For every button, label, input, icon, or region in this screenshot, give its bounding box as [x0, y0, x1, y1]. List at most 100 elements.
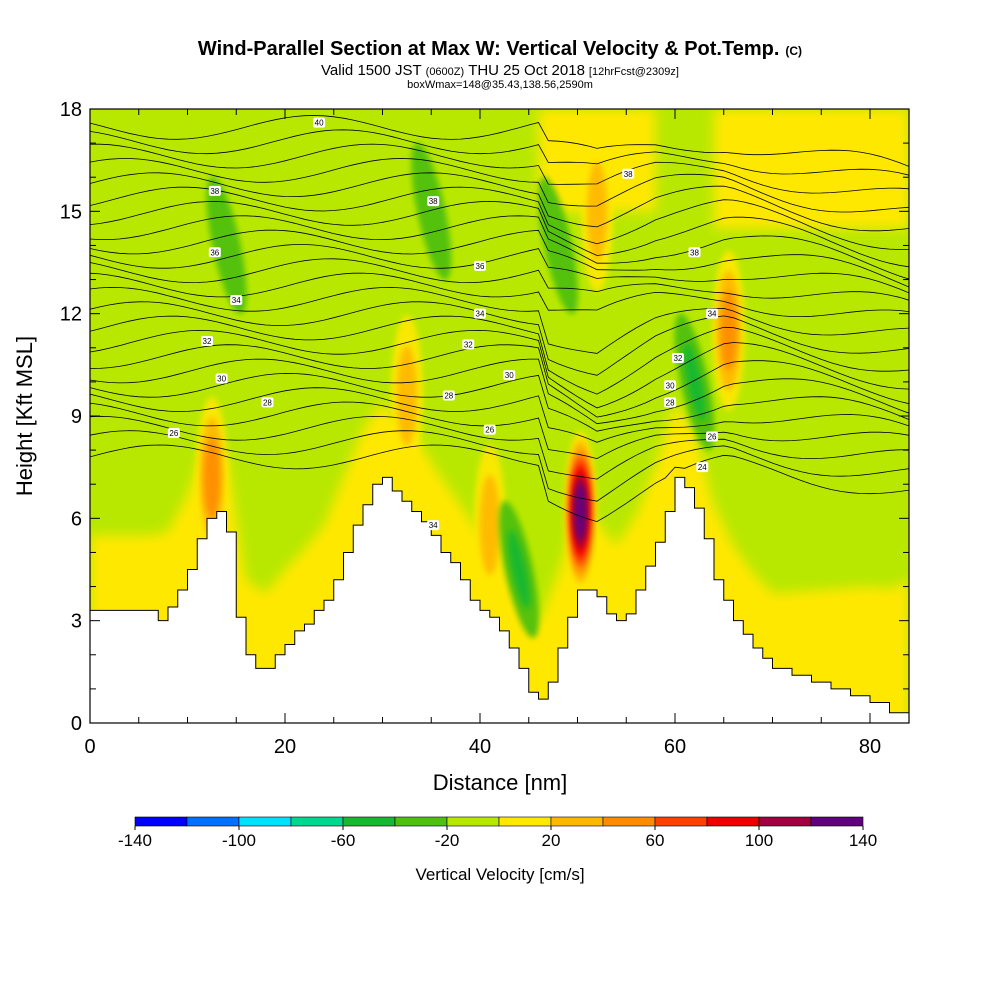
isentrope-line: [90, 444, 909, 523]
downdraft-core: [206, 176, 247, 314]
downdraft-core: [538, 176, 578, 314]
x-tick-label: 40: [469, 736, 491, 758]
x-tick-label: 80: [859, 736, 881, 758]
colorbar-swatch: [394, 816, 448, 827]
svg-text:30: 30: [505, 371, 514, 380]
colorbar-swatch: [810, 816, 864, 827]
isentrope-label: 34: [230, 295, 243, 306]
svg-text:26: 26: [708, 432, 717, 441]
y-tick-label: 18: [60, 99, 82, 121]
colorbar-tick-label: 20: [542, 831, 561, 850]
isentrope-label: 38: [427, 196, 440, 207]
colorbar-swatch: [498, 816, 552, 827]
colorbar-swatch: [758, 816, 812, 827]
svg-text:38: 38: [210, 187, 219, 196]
isentrope-label: 32: [671, 353, 684, 364]
isentrope-line: [90, 172, 909, 232]
svg-text:30: 30: [666, 381, 675, 390]
colorbar-tick-label: 60: [646, 831, 665, 850]
svg-text:26: 26: [169, 429, 178, 438]
downdraft-core: [674, 313, 715, 451]
updraft-core: [712, 250, 745, 411]
y-axis-label: Height [Kft MSL]: [12, 336, 37, 496]
svg-text:32: 32: [673, 354, 682, 363]
isentrope-line: [90, 401, 909, 460]
isentrope-line: [90, 430, 909, 502]
isentrope-label: 30: [664, 380, 677, 391]
terrain: [90, 476, 909, 723]
isentrope-line: [90, 143, 909, 194]
svg-text:36: 36: [210, 248, 219, 257]
isentrope-line: [90, 200, 909, 268]
svg-text:38: 38: [690, 248, 699, 257]
svg-text:28: 28: [263, 398, 272, 407]
colorbar-tick-label: -140: [118, 831, 152, 850]
isentrope-line: [90, 344, 909, 418]
svg-text:34: 34: [708, 310, 717, 319]
y-tick-label: 15: [60, 201, 82, 223]
svg-text:34: 34: [429, 521, 438, 530]
svg-text:32: 32: [203, 337, 212, 346]
colorbar-swatch: [342, 816, 396, 827]
isentrope-label: 36: [474, 260, 486, 271]
colorbar-tick-label: 100: [745, 831, 773, 850]
isentrope-label: 28: [261, 397, 274, 408]
colorbar-swatch: [446, 816, 500, 827]
isentrope-label: 38: [622, 168, 635, 179]
isentrope-label: 34: [427, 520, 440, 531]
updraft-core: [473, 445, 506, 606]
isentrope-label: 28: [442, 390, 455, 401]
colorbar-swatch: [550, 816, 604, 827]
colorbar-swatch: [654, 816, 708, 827]
svg-text:24: 24: [698, 463, 707, 472]
colorbar-tick-label: -100: [222, 831, 256, 850]
isentrope-line: [90, 129, 909, 176]
isentrope-label: 38: [208, 185, 221, 196]
isentrope-label: 30: [215, 373, 228, 384]
isentrope-label: 34: [706, 308, 719, 319]
isentrope-line: [90, 229, 909, 288]
isentrope-label: 34: [474, 308, 486, 319]
svg-text:38: 38: [624, 170, 633, 179]
colorbar-swatch: [706, 816, 760, 827]
y-tick-label: 3: [71, 611, 82, 633]
svg-text:34: 34: [476, 310, 485, 319]
isentrope-line: [90, 358, 909, 425]
isentrope-label: 40: [313, 117, 326, 128]
isentrope-line: [90, 244, 909, 294]
svg-text:40: 40: [315, 119, 324, 128]
colorbar-label: Vertical Velocity [cm/s]: [415, 865, 584, 884]
colorbar-tick-label: 140: [849, 831, 877, 850]
chart-title: Wind-Parallel Section at Max W: Vertical…: [198, 38, 802, 60]
x-tick-label: 60: [664, 736, 686, 758]
isentrope-label: 28: [664, 397, 677, 408]
y-tick-label: 12: [60, 304, 82, 326]
isentrope-label: 36: [208, 247, 221, 258]
isentrope-line: [90, 329, 909, 409]
upper-right-warm: [714, 109, 909, 229]
colorbar-swatch: [186, 816, 240, 827]
colorbar-tick-label: -20: [435, 831, 460, 850]
isentrope-line: [90, 415, 909, 480]
isentrope-label: 26: [706, 431, 719, 442]
colorbar-swatch: [290, 816, 344, 827]
isentrope-line: [90, 158, 909, 213]
isentrope-label: 32: [462, 339, 475, 350]
isentrope-line: [90, 272, 909, 317]
isentrope-line: [90, 315, 909, 395]
x-axis-label: Distance [nm]: [433, 770, 568, 795]
isentrope-label: 38: [688, 247, 701, 258]
updraft-core: [390, 315, 423, 476]
isentrope-line: [90, 215, 909, 280]
chart-box-info: boxWmax=148@35.43,138.56,2590m: [407, 79, 593, 91]
svg-text:34: 34: [232, 296, 241, 305]
isentrope-line: [90, 301, 909, 376]
svg-text:28: 28: [444, 392, 453, 401]
downdraft-core: [411, 142, 452, 280]
updraft-core: [581, 131, 613, 292]
isentrope-label: 30: [503, 370, 516, 381]
y-tick-label: 6: [71, 508, 82, 530]
x-tick-label: 0: [84, 736, 95, 758]
